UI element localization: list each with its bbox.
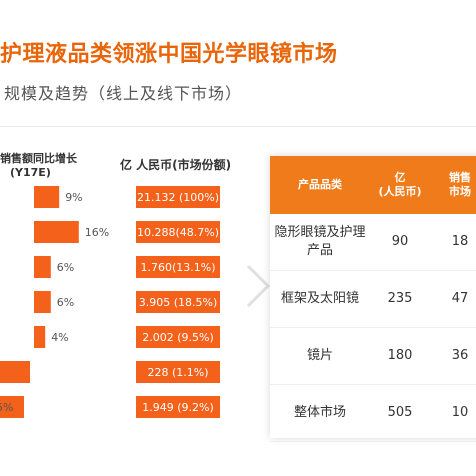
growth-header-line1: 销售额同比增长 [0,152,77,165]
table-cell: 180 [370,327,430,385]
growth-label: 9% [65,191,82,204]
market-table-card: 产品品类亿 (人民币) 销售 市场 隐形眼镜及护理产品 90 18 框架及太阳镜 235 47 镜… [270,156,476,442]
table-cell: 隐形眼镜及护理产品 [270,214,370,271]
growth-bar [34,186,60,208]
growth-bar [0,361,30,383]
growth-label: 4% [51,331,68,344]
table-header-cell: 产品品类 [270,156,370,214]
growth-bar-chart: 9% 21.132 (100%) 16% 10.288(48.7%) 6% 1.760(1… [0,186,220,418]
table-row: 框架及太阳镜 235 47 [270,270,476,328]
growth-bar [34,256,51,278]
growth-bar [34,221,79,243]
table-header-row: 产品品类亿 (人民币) 销售 市场 [270,156,476,214]
market-value-label: 1.760(13.1%) [140,261,215,274]
table-cell: 36 [430,327,476,385]
market-value-box [136,186,220,208]
market-value-box [136,256,220,278]
table-row: 隐形眼镜及护理产品 90 18 [270,214,476,271]
growth-label: 6% [57,296,74,309]
table-header-cell: 亿 (人民币) [370,156,430,214]
market-table: 产品品类亿 (人民币) 销售 市场 隐形眼镜及护理产品 90 18 框架及太阳镜 235 47 镜… [270,156,476,442]
growth-label: 6% [57,261,74,274]
table-cell: 90 [370,214,430,271]
table-cell: 整体市场 [270,384,370,442]
table-cell: 10 [430,384,476,442]
growth-header: 销售额同比增长 (Y17E) [0,152,120,180]
value-header: 亿 人民币(市场份额) [120,158,232,172]
table-cell: 505 [370,384,430,442]
market-value-label: 2.002 (9.5%) [142,331,214,344]
market-value-label: 10.288(48.7%) [137,226,219,239]
market-value-box [136,291,220,313]
table-row: 整体市场 505 10 [270,384,476,442]
market-value-label: 21.132 (100%) [137,191,219,204]
table-cell: 18 [430,214,476,271]
growth-bar [34,291,51,313]
market-value-box [136,221,220,243]
growth-header-line2: (Y17E) [10,166,51,179]
growth-bar [0,396,24,418]
growth-bar [34,326,46,348]
growth-label: 5% [0,401,13,414]
table-cell: 框架及太阳镜 [270,270,370,328]
market-value-label: 1.949 (9.2%) [142,401,214,414]
market-value-label: 228 (1.1%) [147,366,208,379]
table-cell: 镜片 [270,327,370,385]
page-subtitle: 规模及趋势（线上及线下市场） [4,84,243,103]
market-value-label: 3.905 (18.5%) [139,296,218,309]
table-cell: 47 [430,270,476,328]
table-row: 镜片 180 36 [270,327,476,385]
market-value-box [136,326,220,348]
table-header-cell: 销售 市场 [430,156,476,214]
growth-label: 16% [85,226,109,239]
chevron-right-icon [246,264,271,308]
divider [0,126,476,127]
page-title: 护理液品类领涨中国光学眼镜市场 [0,42,338,67]
table-cell: 235 [370,270,430,328]
market-value-box [136,396,220,418]
market-value-box [136,361,220,383]
